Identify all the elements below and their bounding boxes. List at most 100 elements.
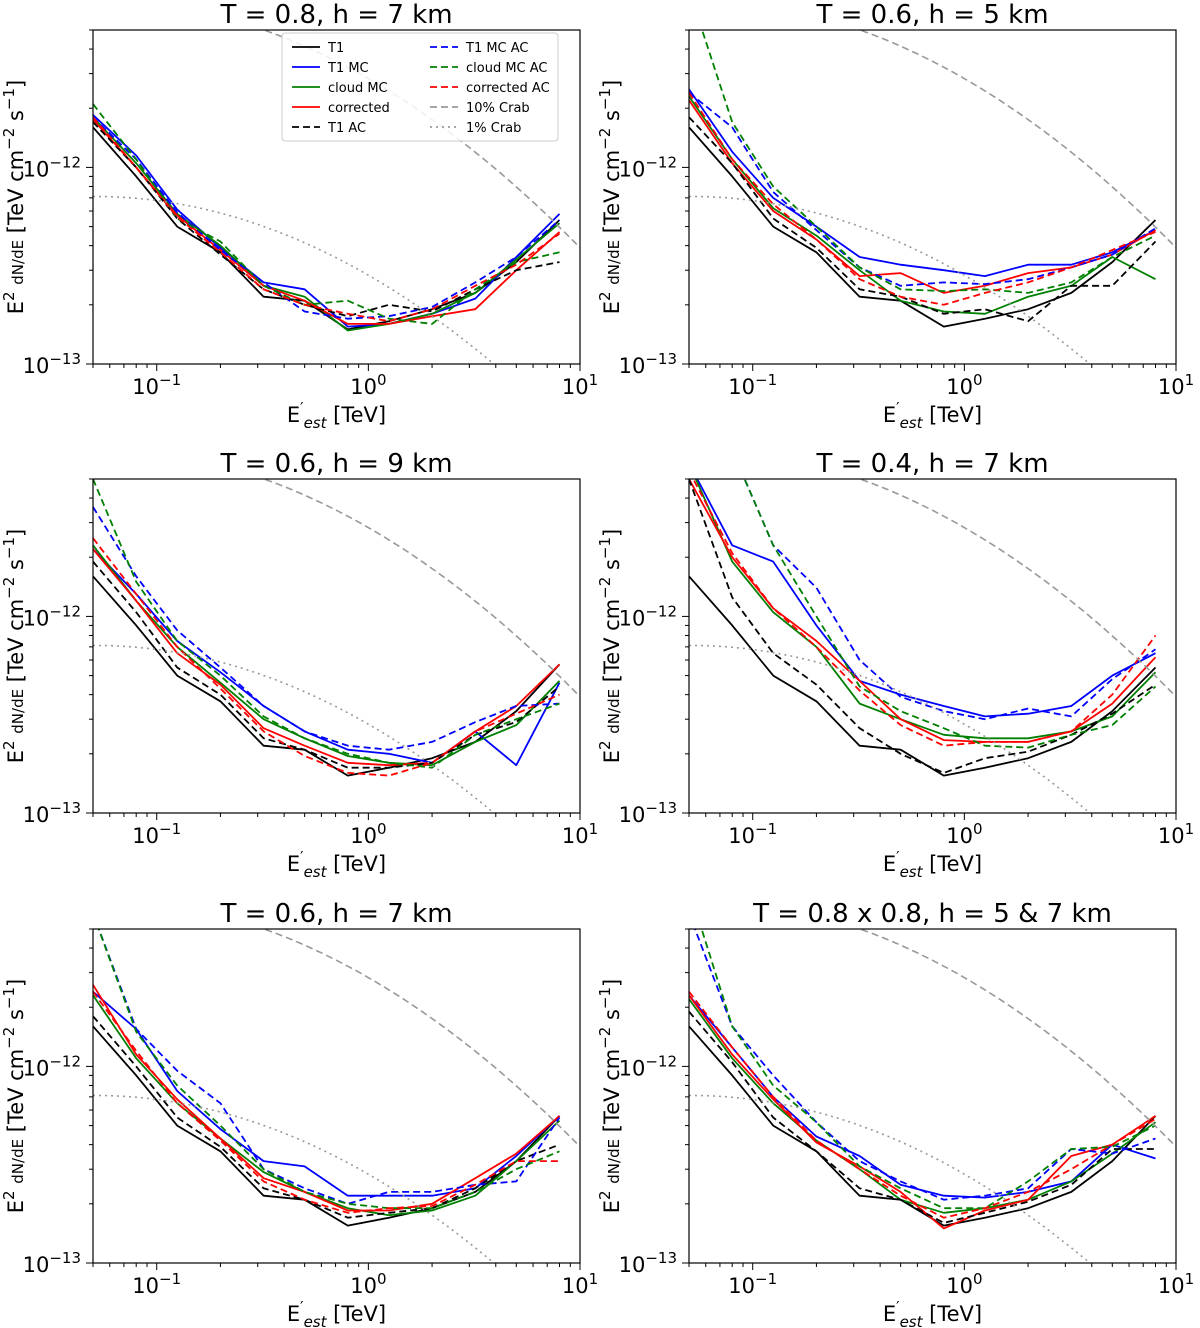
series-line-corrected xyxy=(93,118,561,325)
series-line-t1-mc xyxy=(689,994,1156,1199)
y-tick-label: 10−12 xyxy=(619,153,677,181)
axes-frame xyxy=(92,478,581,814)
y-tick-label: 10−12 xyxy=(23,1052,81,1080)
series-line-cloud-mc-ac xyxy=(93,479,560,769)
legend: T1 T1 MC cloud MC corrected T1 AC T1 MC AC clo… xyxy=(281,32,559,142)
svg-text:E2 dN/dE [TeV cm−2 s−1]: E2 dN/dE [TeV cm−2 s−1] xyxy=(596,979,624,1213)
legend-label: T1 MC xyxy=(327,61,369,76)
series-line-10-crab xyxy=(857,30,1176,249)
chart-title: T = 0.6, h = 5 km xyxy=(815,0,1048,30)
series-line-corrected-ac xyxy=(93,116,561,323)
chart-title: T = 0.4, h = 7 km xyxy=(815,449,1048,479)
x-tick-label: 100 xyxy=(946,371,982,399)
legend-label: 1% Crab xyxy=(466,121,521,136)
y-axis: 10−12 10−13 xyxy=(619,928,689,1277)
x-axis-label: E′est [TeV] xyxy=(287,1298,386,1328)
series-line-corrected xyxy=(689,994,1156,1230)
series-line-t1-mc xyxy=(93,548,561,767)
series-line-t1-mc xyxy=(93,991,561,1197)
series-group xyxy=(689,479,1176,813)
series-line-cloud-mc-ac xyxy=(97,929,560,1210)
legend-label: cloud MC xyxy=(328,81,388,96)
y-tick-label: 10−13 xyxy=(619,1249,677,1277)
series-line-corrected xyxy=(689,479,1157,743)
svg-text:E2 dN/dE [TeV cm−2 s−1]: E2 dN/dE [TeV cm−2 s−1] xyxy=(596,80,624,314)
legend-box xyxy=(281,32,559,142)
chart-title: T = 0.6, h = 9 km xyxy=(219,449,452,479)
axes-frame xyxy=(92,928,581,1264)
x-tick-label: 100 xyxy=(946,1270,982,1298)
series-line-1-crab xyxy=(93,1094,496,1263)
y-axis-label: E2 dN/dE [TeV cm−2 s−1] xyxy=(0,529,28,763)
y-axis: 10−12 10−13 xyxy=(23,478,93,827)
series-group xyxy=(93,929,580,1263)
series-line-1-crab xyxy=(689,644,1092,813)
y-axis: 10−12 10−13 xyxy=(619,29,689,378)
y-tick-label: 10−13 xyxy=(619,350,677,378)
y-tick-label: 10−13 xyxy=(23,1249,81,1277)
x-axis: 10−1 100 101 xyxy=(688,364,1194,399)
series-line-t1-mc-ac xyxy=(97,929,561,1205)
svg-text:E2 dN/dE [TeV cm−2 s−1]: E2 dN/dE [TeV cm−2 s−1] xyxy=(0,529,28,763)
chart-title: T = 0.6, h = 7 km xyxy=(219,899,452,929)
series-line-corrected-ac xyxy=(689,991,1156,1219)
x-tick-label: 100 xyxy=(946,820,982,848)
x-tick-label: 101 xyxy=(562,820,598,848)
y-axis: 10−12 10−13 xyxy=(23,928,93,1277)
x-tick-label: 101 xyxy=(1158,1270,1194,1298)
series-line-t1-ac xyxy=(93,1015,560,1219)
axes-frame xyxy=(688,928,1177,1264)
axes-frame xyxy=(688,29,1177,365)
series-line-t1-ac xyxy=(93,561,561,769)
series-line-corrected xyxy=(689,99,1156,294)
series-line-cloud-mc xyxy=(694,479,1157,740)
y-tick-label: 10−12 xyxy=(619,602,677,630)
y-axis-label: E2 dN/dE [TeV cm−2 s−1] xyxy=(596,529,624,763)
x-tick-label: 10−1 xyxy=(132,820,181,848)
y-axis: 10−12 10−13 xyxy=(619,478,689,827)
y-tick-label: 10−12 xyxy=(619,1052,677,1080)
y-tick-label: 10−13 xyxy=(619,799,677,827)
x-axis-label: E′est [TeV] xyxy=(287,848,386,881)
x-tick-label: 100 xyxy=(350,820,386,848)
y-tick-label: 10−13 xyxy=(23,350,81,378)
y-axis-label: E2 dN/dE [TeV cm−2 s−1] xyxy=(596,979,624,1213)
y-tick-label: 10−12 xyxy=(23,602,81,630)
legend-label: cloud MC AC xyxy=(466,61,548,76)
series-line-t1-mc-ac xyxy=(93,506,560,751)
series-line-cloud-mc-ac xyxy=(701,30,1156,294)
series-line-cloud-mc xyxy=(93,994,561,1217)
series-line-corrected-ac xyxy=(692,479,1157,747)
x-axis: 10−1 100 101 xyxy=(92,813,598,848)
x-axis: 10−1 100 101 xyxy=(688,1263,1194,1298)
series-line-t1-mc xyxy=(696,479,1156,718)
x-tick-label: 10−1 xyxy=(728,371,777,399)
series-line-corrected-ac xyxy=(93,991,560,1214)
x-axis: 10−1 100 101 xyxy=(92,1263,598,1298)
x-tick-label: 10−1 xyxy=(132,1270,181,1298)
svg-text:E2 dN/dE [TeV cm−2 s−1]: E2 dN/dE [TeV cm−2 s−1] xyxy=(596,529,624,763)
series-line-10-crab xyxy=(261,929,580,1148)
chart-panel-6: T = 0.8 x 0.8, h = 5 & 7 km 10−1 100 101 E′e… xyxy=(596,899,1194,1328)
series-line-1-crab xyxy=(689,1094,1092,1263)
x-axis-label: E′est [TeV] xyxy=(883,399,982,432)
x-tick-label: 100 xyxy=(350,1270,386,1298)
series-line-t1 xyxy=(93,1025,561,1227)
series-line-t1-ac xyxy=(689,116,1157,323)
series-group xyxy=(93,479,580,813)
series-group xyxy=(689,929,1176,1263)
series-line-cloud-mc-ac xyxy=(700,929,1156,1210)
axes-frame xyxy=(92,29,581,365)
series-line-corrected-ac xyxy=(689,92,1156,306)
axes-frame xyxy=(688,478,1177,814)
series-line-t1-mc-ac xyxy=(694,929,1156,1201)
series-line-cloud-mc-ac xyxy=(93,103,560,325)
y-axis: 10−12 10−13 xyxy=(23,29,93,378)
x-axis-label: E′est [TeV] xyxy=(883,1298,982,1328)
series-line-t1 xyxy=(689,1025,1157,1227)
